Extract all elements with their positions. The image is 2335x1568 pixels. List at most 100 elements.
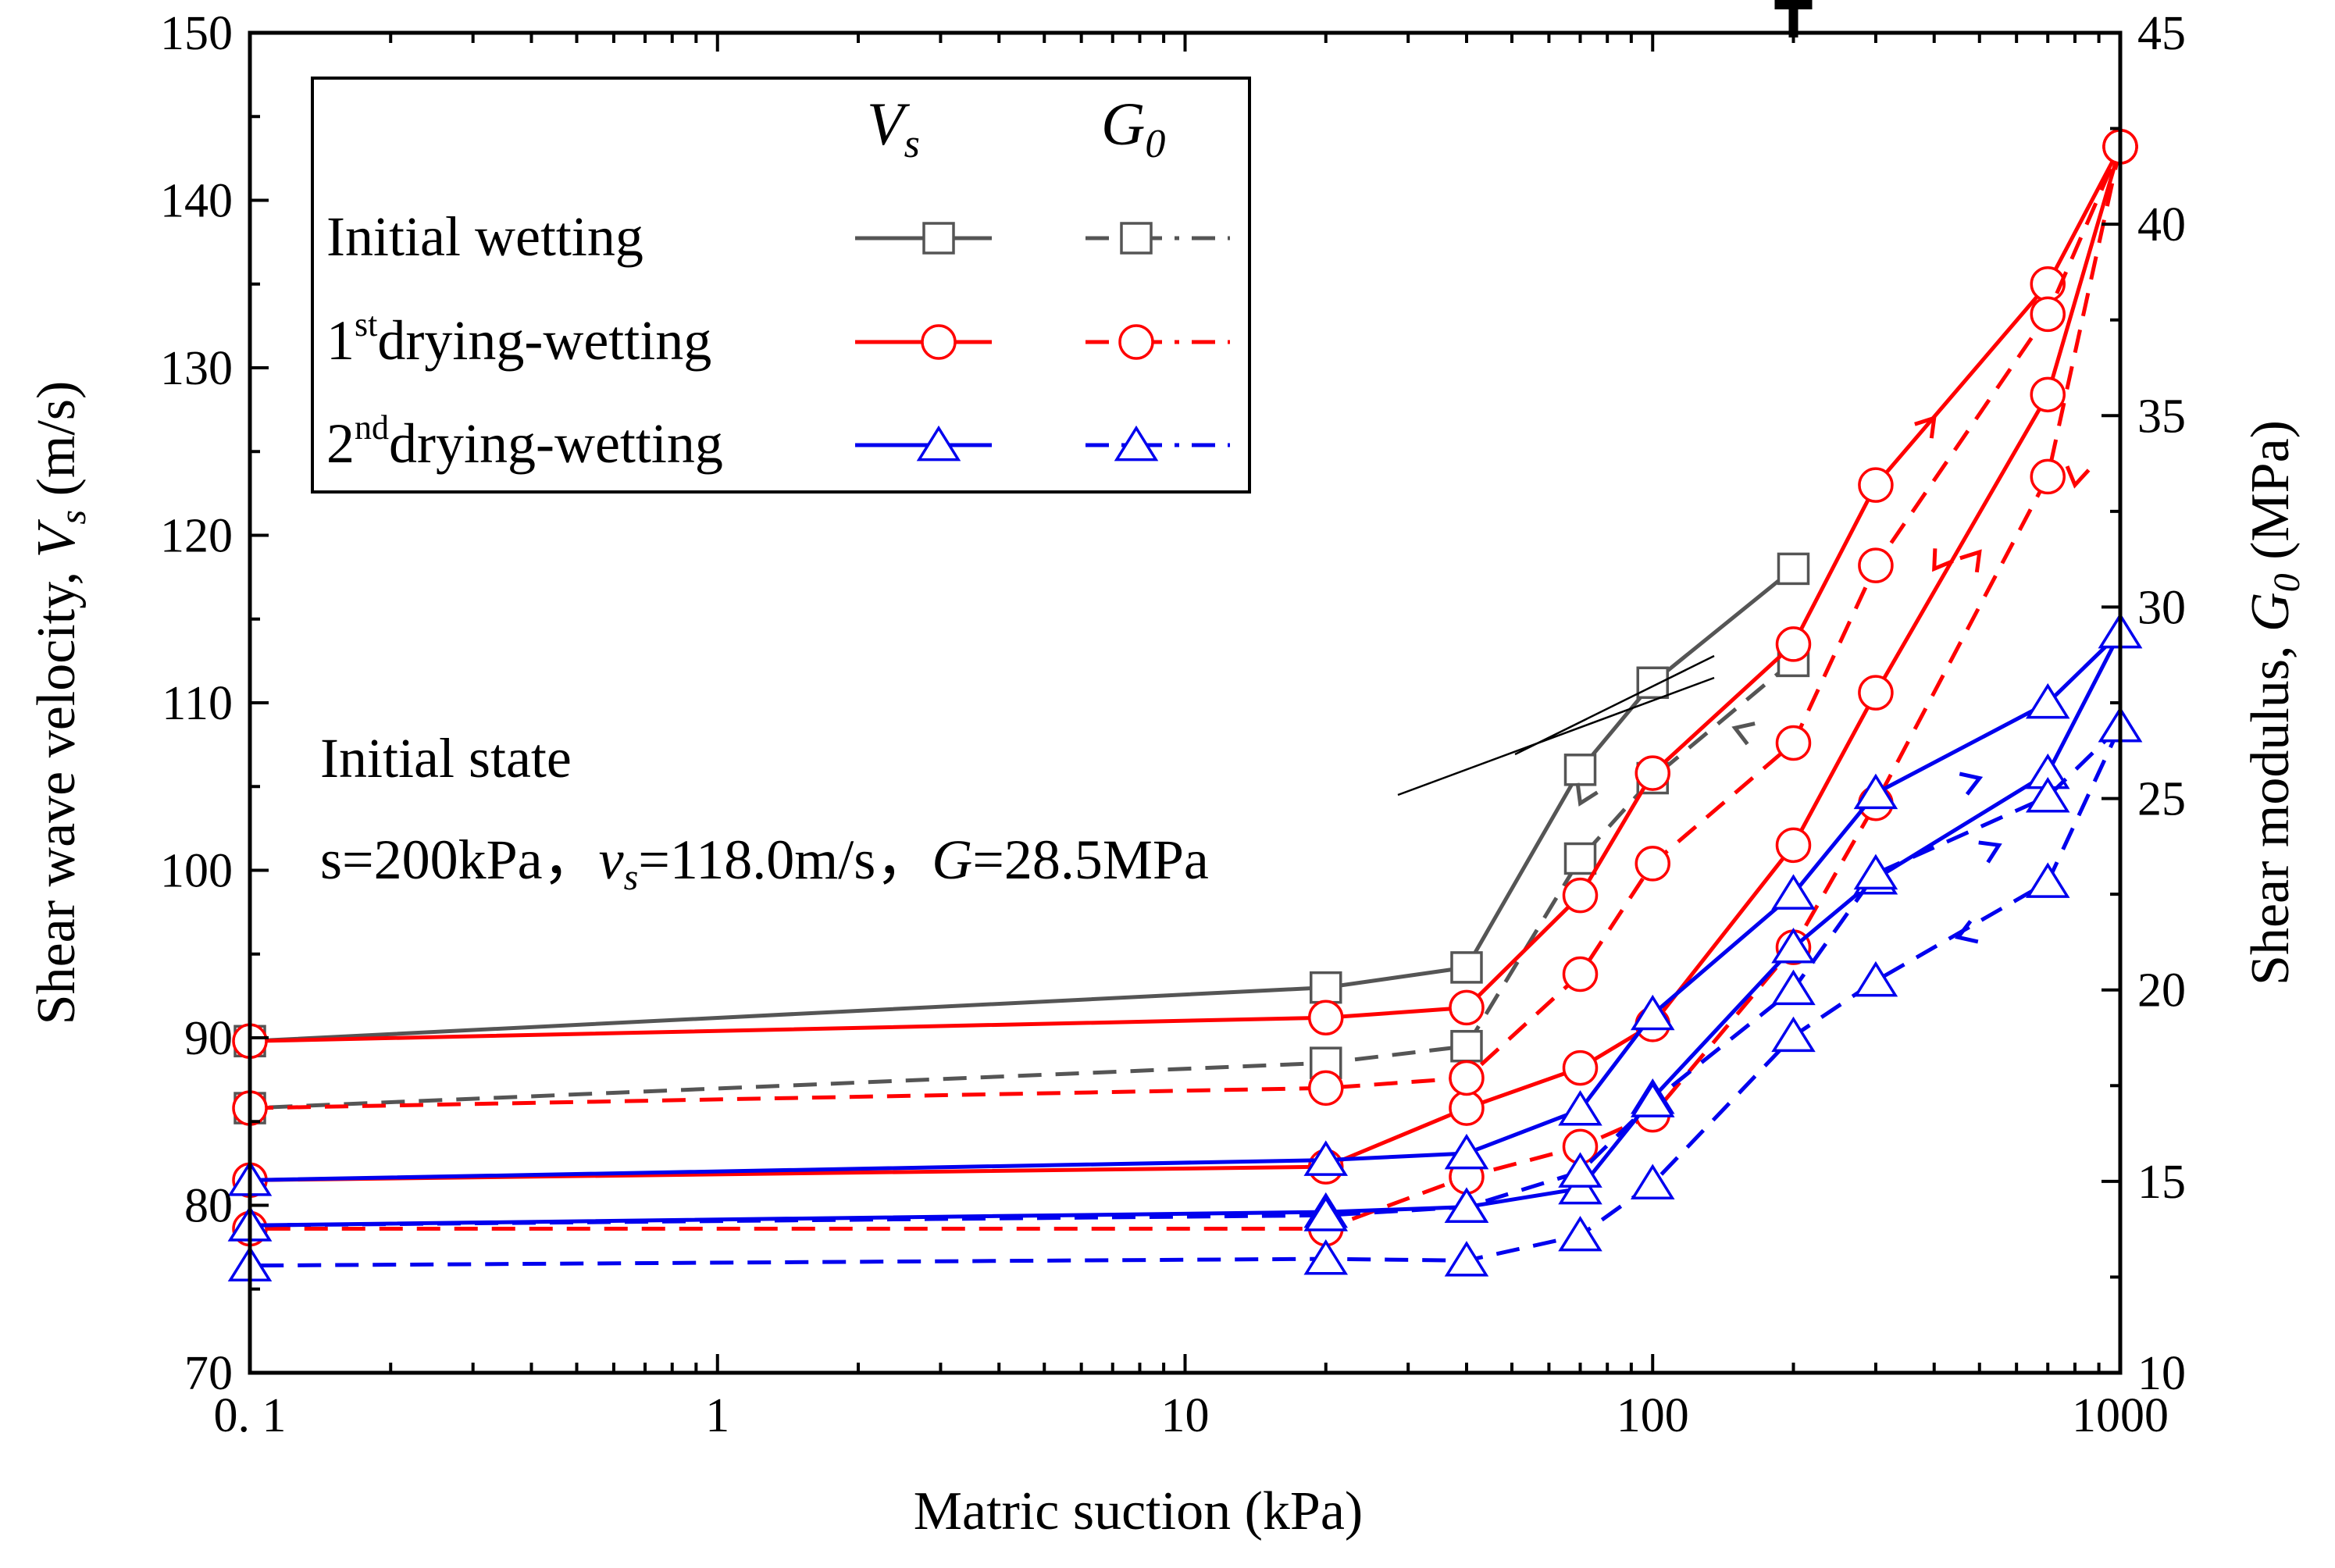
- data-point: [1450, 1092, 1483, 1124]
- data-point: [1774, 877, 1813, 908]
- data-point: [1859, 469, 1892, 501]
- direction-arrow-icon: [1925, 548, 1953, 575]
- data-point: [1311, 973, 1341, 1003]
- data-point: [1564, 957, 1597, 990]
- arrow-head: [1570, 783, 1598, 808]
- data-point: [1636, 757, 1669, 789]
- data-point: [1452, 953, 1481, 982]
- y-right-tick-label: 20: [2137, 964, 2186, 1017]
- arrow-head: [1959, 768, 1983, 794]
- data-point: [1777, 829, 1809, 861]
- y-left-tick-label: 90: [184, 1012, 233, 1065]
- data-point: [1450, 991, 1483, 1024]
- y-left-tick-label: 70: [184, 1347, 233, 1400]
- series-line: [250, 633, 2120, 1225]
- annotation-g-value: =28.5MPa: [972, 829, 1209, 891]
- legend-label: Initial wetting: [326, 205, 643, 268]
- legend-label-sup: st: [355, 305, 377, 344]
- x-tick-label: 10: [1161, 1389, 1210, 1442]
- y-left-tick-label: 130: [160, 342, 233, 395]
- legend-header-symbol: G: [1101, 90, 1145, 158]
- y-left-title-unit: (m/s): [27, 381, 87, 510]
- legend-label-sup: nd: [355, 408, 389, 447]
- y-right-title-sub: 0: [2266, 573, 2308, 592]
- legend-marker: [922, 326, 955, 358]
- y-left-axis-title: Shear wave velocity, Vs (m/s): [27, 381, 94, 1025]
- data-point: [1859, 676, 1892, 709]
- legend-header-sub: s: [904, 122, 920, 166]
- arrow-head: [2064, 466, 2088, 487]
- data-point: [1566, 755, 1595, 785]
- direction-arrow-icon: [1979, 836, 2004, 863]
- arrow-head: [1955, 921, 1978, 948]
- legend-label-rest: drying-wetting: [389, 412, 723, 475]
- chart: 0. 1 1 10 100 1000Matric suction (kPa)708090…: [0, 0, 2335, 1568]
- direction-arrow-icon: [1960, 545, 1988, 572]
- annotation-vs-sub: s: [624, 857, 639, 898]
- data-point: [1638, 668, 1667, 697]
- y-left-tick-label: 80: [184, 1180, 233, 1233]
- data-point: [1636, 847, 1669, 880]
- legend-header-sub: 0: [1145, 122, 1165, 166]
- direction-arrow-icon: [1731, 718, 1755, 744]
- data-point: [1560, 1218, 1599, 1249]
- direction-arrow-icon: [2064, 466, 2088, 487]
- data-point: [2031, 298, 2064, 330]
- y-right-axis-title: Shear modulus, G0 (MPa): [2241, 420, 2308, 985]
- cross-horizontal: [1774, 0, 1812, 9]
- data-point: [2031, 378, 2064, 411]
- data-point: [1560, 1092, 1599, 1124]
- annotation-values: s=200kPa，vs=118.0m/s，G=28.5MPa: [320, 829, 1209, 898]
- legend-label-prefix: 1: [326, 309, 355, 372]
- arrow-head: [1960, 545, 1988, 572]
- direction-arrow-icon: [1570, 783, 1598, 808]
- y-right-tick-label: 35: [2137, 390, 2186, 443]
- legend-label: 1stdrying-wetting: [326, 305, 711, 372]
- legend-label-prefix: 2: [326, 412, 355, 475]
- data-point: [1774, 1019, 1813, 1050]
- annotation-g-symbol: G: [932, 829, 972, 891]
- data-point: [1310, 1071, 1342, 1104]
- y-right-title-symbol: G: [2241, 592, 2301, 632]
- y-left-title-sub: s: [52, 510, 94, 525]
- arrow-head: [1731, 718, 1755, 744]
- x-tick-label: 1: [705, 1389, 729, 1442]
- data-point: [1310, 1001, 1342, 1034]
- y-right-tick-label: 40: [2137, 198, 2186, 251]
- series-2nd-drying-vs: [230, 615, 2140, 1195]
- data-point: [1777, 726, 1809, 759]
- legend-label-rest: drying-wetting: [377, 309, 711, 372]
- data-point: [1564, 879, 1597, 912]
- data-point: [2028, 865, 2067, 896]
- y-left-tick-label: 150: [160, 7, 233, 60]
- legend-marker: [1120, 326, 1153, 358]
- legend-marker: [924, 223, 954, 253]
- data-point: [1564, 1052, 1597, 1085]
- legend-marker: [1121, 223, 1151, 253]
- y-right-tick-label: 10: [2137, 1347, 2186, 1400]
- data-point: [1450, 1061, 1483, 1094]
- y-right-tick-label: 45: [2137, 7, 2186, 60]
- data-point: [1777, 628, 1809, 661]
- annotation-suction: s=200kPa，: [320, 829, 599, 891]
- annotation-vs-symbol: v: [599, 829, 624, 891]
- arrow-head: [1979, 836, 2004, 863]
- y-right-tick-label: 25: [2137, 773, 2186, 826]
- data-point: [2031, 460, 2064, 493]
- x-axis-title: Matric suction (kPa): [914, 1481, 1363, 1541]
- series-line: [250, 726, 2120, 1225]
- y-left-tick-label: 120: [160, 510, 233, 563]
- x-tick-label: 100: [1617, 1389, 1689, 1442]
- annotation-title: Initial state: [320, 727, 572, 789]
- data-point: [1778, 554, 1808, 583]
- y-left-title-prefix: Shear wave velocity,: [27, 558, 87, 1025]
- data-point: [1774, 972, 1813, 1003]
- y-right-title-prefix: Shear modulus,: [2241, 632, 2301, 985]
- y-right-tick-label: 15: [2137, 1156, 2186, 1209]
- y-left-tick-label: 140: [160, 175, 233, 228]
- y-right-tick-label: 30: [2137, 581, 2186, 634]
- y-left-tick-label: 100: [160, 845, 233, 898]
- data-point: [1452, 1032, 1481, 1061]
- data-point: [1856, 964, 1895, 995]
